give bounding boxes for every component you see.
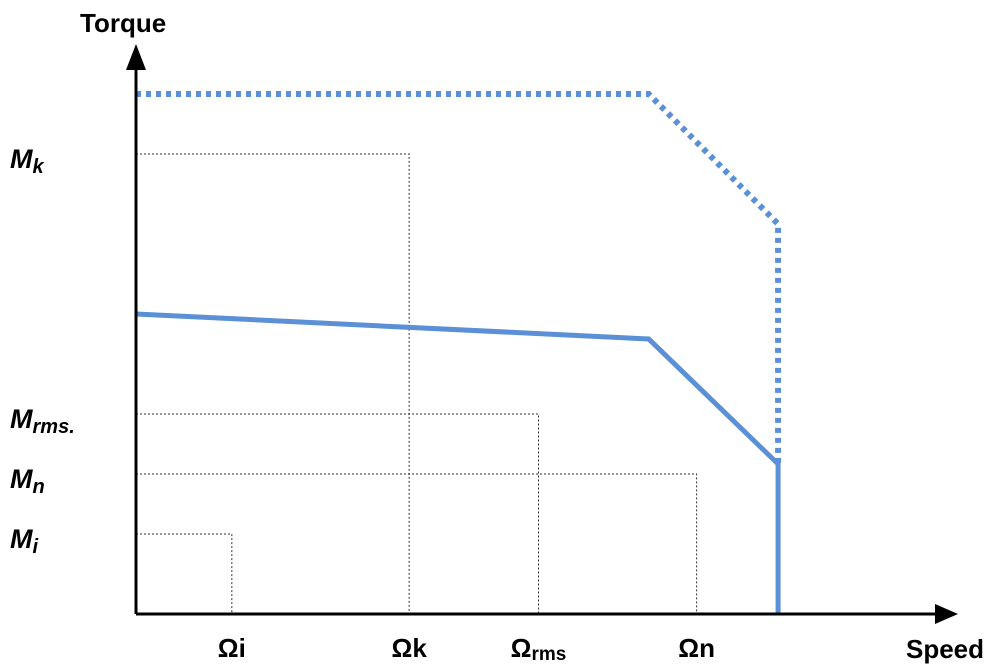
y-tick-m-rms: Mrms. [10, 404, 75, 438]
x-axis-title: Speed [906, 634, 984, 664]
x-tick-omega-k: Ωk [391, 633, 427, 663]
series-layer [135, 91, 782, 614]
reference-lines [136, 153, 698, 614]
y-axis-arrowhead [126, 44, 146, 70]
reference-line-point-n [136, 473, 698, 614]
reference-line-point-k [136, 153, 410, 614]
y-axis-title: Torque [80, 8, 166, 38]
y-tick-m-i: Mi [10, 524, 39, 558]
reference-line-point-rms [136, 413, 539, 614]
x-axis-arrowhead [935, 604, 958, 624]
axes [126, 44, 958, 624]
x-tick-omega-n: Ωn [678, 633, 715, 663]
x-tick-omega-rms: Ωrms [511, 633, 567, 665]
y-tick-m-k: Mk [10, 144, 45, 178]
x-tick-omega-i: Ωi [218, 633, 246, 663]
series-solid-limit [135, 311, 781, 614]
y-tick-m-n: Mn [10, 464, 45, 498]
reference-line-point-i [136, 533, 233, 614]
tick-labels: Ωi Ωk Ωrms Ωn Mk Mrms. Mn Mi [10, 144, 715, 665]
series-dotted-limit [136, 91, 782, 464]
